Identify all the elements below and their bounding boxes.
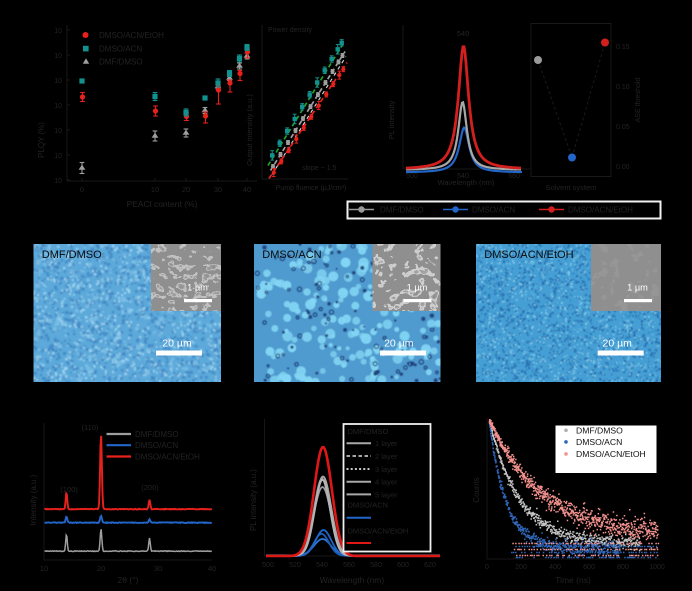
svg-text:Counts: Counts	[472, 477, 481, 502]
svg-text:20: 20	[182, 185, 190, 194]
svg-text:5 layer: 5 layer	[375, 490, 398, 499]
svg-text:DMSO/ACN: DMSO/ACN	[99, 45, 142, 54]
svg-text:30: 30	[154, 564, 162, 573]
svg-text:Wavelength (nm): Wavelength (nm)	[438, 178, 495, 187]
svg-text:DMSO/ACN/EtOH: DMSO/ACN/EtOH	[568, 206, 633, 215]
svg-text:0: 0	[80, 185, 84, 194]
svg-text:620: 620	[424, 562, 436, 569]
svg-text:Pump fluence (µJ/cm²): Pump fluence (µJ/cm²)	[276, 185, 347, 192]
svg-text:ASE threshold: ASE threshold	[635, 78, 642, 123]
svg-text:200: 200	[515, 564, 527, 571]
svg-text:DMSO/ACN/EtOH: DMSO/ACN/EtOH	[484, 249, 573, 261]
svg-text:10: 10	[54, 128, 62, 135]
svg-text:20 µm: 20 µm	[384, 338, 414, 350]
svg-text:600: 600	[397, 562, 409, 569]
svg-text:Solvent system: Solvent system	[546, 183, 597, 192]
svg-text:0.00: 0.00	[616, 164, 630, 171]
svg-text:3 layer: 3 layer	[375, 465, 398, 474]
svg-text:DMF/DMSO: DMF/DMSO	[42, 249, 102, 261]
svg-text:DMSO/ACN: DMSO/ACN	[348, 501, 388, 510]
svg-text:DMSO/ACN: DMSO/ACN	[135, 441, 178, 450]
svg-text:540: 540	[316, 562, 328, 569]
svg-text:540: 540	[457, 173, 469, 180]
svg-text:1 µm: 1 µm	[407, 283, 428, 293]
svg-text:600: 600	[583, 564, 595, 571]
svg-text:DMF/DMSO: DMF/DMSO	[576, 426, 623, 436]
svg-text:1 layer: 1 layer	[375, 439, 398, 448]
svg-text:DMSO/ACN: DMSO/ACN	[262, 249, 321, 261]
svg-text:DMSO/ACN: DMSO/ACN	[472, 206, 515, 215]
svg-text:20: 20	[97, 564, 105, 573]
svg-text:10: 10	[54, 153, 62, 160]
svg-text:(100): (100)	[60, 485, 78, 494]
svg-text:DMSO/ACN/EtOH: DMSO/ACN/EtOH	[576, 449, 646, 459]
svg-text:40: 40	[243, 185, 251, 194]
svg-text:20 µm: 20 µm	[162, 338, 192, 350]
svg-text:PL intensity (a.u.): PL intensity (a.u.)	[249, 469, 258, 531]
svg-text:Power density: Power density	[268, 27, 312, 34]
svg-text:DMF/DMSO: DMF/DMSO	[380, 206, 424, 215]
svg-text:400: 400	[549, 564, 561, 571]
svg-text:1 µm: 1 µm	[627, 283, 648, 293]
svg-text:DMF/DMSO: DMF/DMSO	[99, 58, 143, 67]
svg-text:0: 0	[485, 564, 489, 571]
svg-text:Intensity (a.u.): Intensity (a.u.)	[29, 474, 38, 525]
svg-text:DMF/DMSO: DMF/DMSO	[135, 430, 179, 439]
svg-text:10: 10	[54, 78, 62, 85]
svg-text:Time (ns): Time (ns)	[555, 575, 591, 585]
svg-text:DMF/DMSO: DMF/DMSO	[348, 427, 389, 436]
svg-text:500: 500	[406, 173, 418, 180]
svg-text:slope ~ 1.5: slope ~ 1.5	[302, 165, 337, 172]
svg-text:PL intensity: PL intensity	[387, 101, 396, 140]
svg-text:40: 40	[208, 564, 216, 573]
svg-text:30: 30	[214, 185, 222, 194]
svg-text:10: 10	[54, 53, 62, 60]
svg-text:PLQY (%): PLQY (%)	[37, 122, 46, 158]
svg-text:Wavelength (nm): Wavelength (nm)	[320, 575, 385, 585]
svg-text:580: 580	[370, 562, 382, 569]
svg-text:DMSO/ACN/EtOH: DMSO/ACN/EtOH	[99, 31, 164, 40]
svg-text:520: 520	[289, 562, 301, 569]
svg-text:10: 10	[151, 185, 159, 194]
svg-text:1000: 1000	[649, 564, 665, 571]
svg-text:10: 10	[40, 564, 48, 573]
svg-text:DMSO/ACN/EtOH: DMSO/ACN/EtOH	[135, 453, 200, 462]
svg-text:560: 560	[343, 562, 355, 569]
svg-text:580: 580	[508, 173, 520, 180]
svg-text:0.15: 0.15	[616, 44, 630, 51]
svg-text:10: 10	[54, 28, 62, 35]
svg-text:2 layer: 2 layer	[375, 452, 398, 461]
svg-text:540: 540	[457, 29, 470, 38]
svg-text:4 layer: 4 layer	[375, 478, 398, 487]
svg-text:1 µm: 1 µm	[187, 283, 208, 293]
svg-text:DMSO/ACN/EtOH: DMSO/ACN/EtOH	[348, 527, 409, 536]
svg-text:PEACl content (%): PEACl content (%)	[127, 199, 198, 209]
svg-text:0.05: 0.05	[616, 124, 630, 131]
svg-text:10: 10	[54, 178, 62, 185]
svg-text:(200): (200)	[141, 483, 159, 492]
svg-text:500: 500	[262, 562, 274, 569]
svg-text:DMSO/ACN: DMSO/ACN	[576, 437, 622, 447]
svg-text:0.10: 0.10	[616, 84, 630, 91]
svg-text:2θ (°): 2θ (°)	[118, 575, 139, 585]
svg-text:20 µm: 20 µm	[602, 338, 632, 350]
svg-text:10: 10	[54, 103, 62, 110]
svg-text:Output intensity (a.u.): Output intensity (a.u.)	[245, 94, 254, 166]
svg-text:800: 800	[617, 564, 629, 571]
svg-text:(110): (110)	[82, 423, 99, 432]
